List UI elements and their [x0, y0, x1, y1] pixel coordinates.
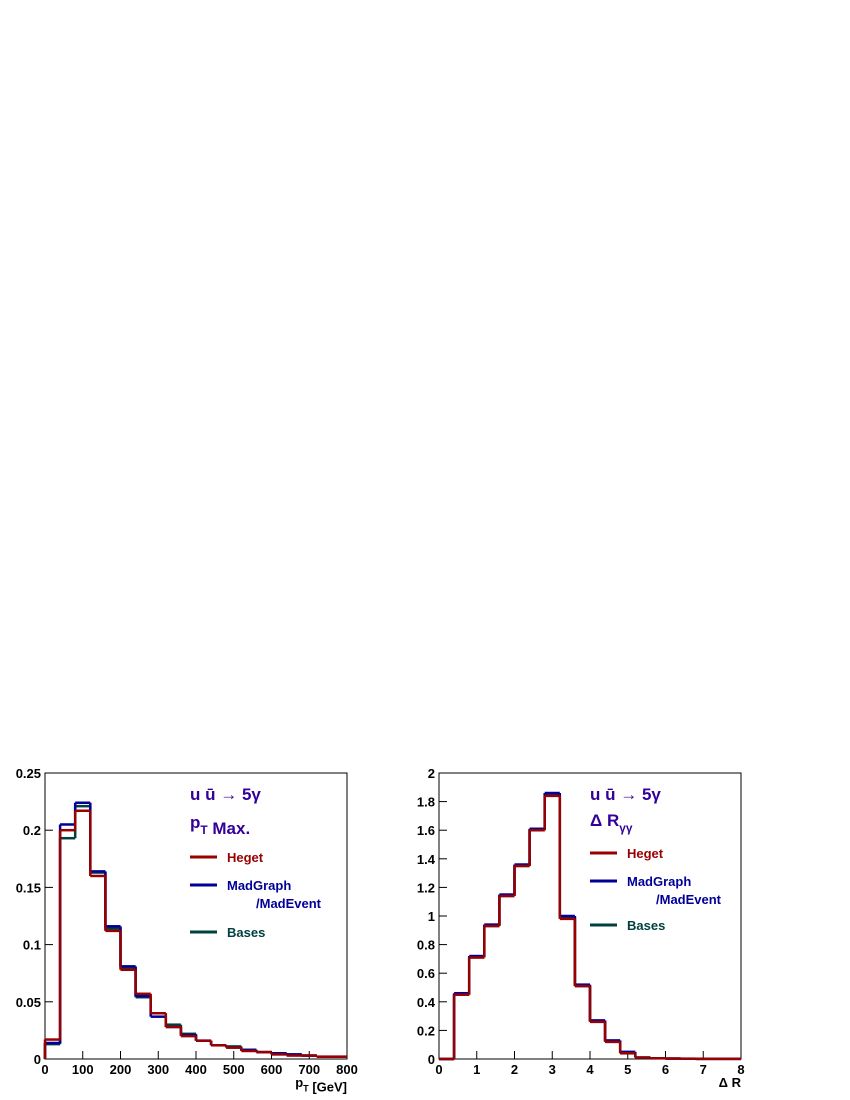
y-tick-label: 0.2 [23, 823, 41, 838]
x-tick-label: 6 [662, 1062, 669, 1077]
x-axis-label-part: Δ R [719, 1075, 742, 1090]
y-tick-label: 1.8 [417, 795, 435, 810]
x-tick-label: 700 [298, 1062, 320, 1077]
x-tick-label: 1 [473, 1062, 480, 1077]
y-tick-label: 0.05 [16, 995, 41, 1010]
chart-subtitle-part: T [200, 823, 208, 837]
y-tick-label: 1.2 [417, 880, 435, 895]
y-tick-label: 0.6 [417, 966, 435, 981]
chart-title: u ū → 5γ [190, 785, 261, 804]
x-tick-label: 300 [147, 1062, 169, 1077]
legend-label: MadGraph/MadEvent [227, 878, 322, 911]
chart-subtitle-part: Δ R [590, 811, 619, 830]
x-axis-label: pT [GeV] [295, 1075, 347, 1095]
x-tick-label: 200 [110, 1062, 132, 1077]
y-tick-label: 0.15 [16, 880, 41, 895]
y-tick-label: 1.4 [417, 852, 436, 867]
y-tick-label: 0.25 [16, 766, 41, 781]
legend-label-line: MadGraph [627, 874, 691, 889]
legend-label: Bases [627, 918, 665, 933]
y-tick-label: 0.8 [417, 938, 435, 953]
x-tick-label: 5 [624, 1062, 631, 1077]
y-tick-label: 2 [428, 766, 435, 781]
chart-subtitle: Δ Rγγ [590, 811, 633, 835]
x-tick-label: 0 [41, 1062, 48, 1077]
legend-label-line: /MadEvent [256, 896, 322, 911]
legend-label: MadGraph/MadEvent [627, 874, 722, 907]
legend-label: Bases [227, 925, 265, 940]
x-axis-label-part: p [295, 1075, 303, 1090]
chart-subtitle-part: Max. [208, 819, 251, 838]
x-tick-label: 3 [549, 1062, 556, 1077]
y-tick-label: 1 [428, 909, 435, 924]
chart-subtitle-part: p [190, 813, 200, 832]
x-axis-label: Δ R [719, 1075, 742, 1090]
x-tick-label: 800 [336, 1062, 358, 1077]
x-tick-label: 500 [223, 1062, 245, 1077]
y-tick-label: 0 [34, 1052, 41, 1067]
x-tick-label: 400 [185, 1062, 207, 1077]
y-tick-label: 0 [428, 1052, 435, 1067]
x-tick-label: 100 [72, 1062, 94, 1077]
y-tick-label: 1.6 [417, 823, 435, 838]
legend-label-line: /MadEvent [656, 892, 722, 907]
x-tick-label: 2 [511, 1062, 518, 1077]
y-tick-label: 0.1 [23, 938, 41, 953]
x-tick-label: 7 [700, 1062, 707, 1077]
y-tick-label: 0.4 [417, 995, 436, 1010]
legend-label: Heget [627, 846, 664, 861]
chart-title: u ū → 5γ [590, 785, 661, 804]
x-axis-label-part: [GeV] [309, 1080, 347, 1095]
x-tick-label: 4 [586, 1062, 594, 1077]
x-axis-label-part: T [303, 1084, 309, 1094]
y-tick-label: 0.2 [417, 1023, 435, 1038]
x-tick-label: 0 [435, 1062, 442, 1077]
chart-subtitle: pT Max. [190, 813, 250, 838]
chart-subtitle-part: γγ [619, 821, 633, 835]
legend-label: Heget [227, 850, 264, 865]
legend-label-line: MadGraph [227, 878, 291, 893]
x-tick-label: 8 [737, 1062, 744, 1077]
x-tick-label: 600 [261, 1062, 283, 1077]
